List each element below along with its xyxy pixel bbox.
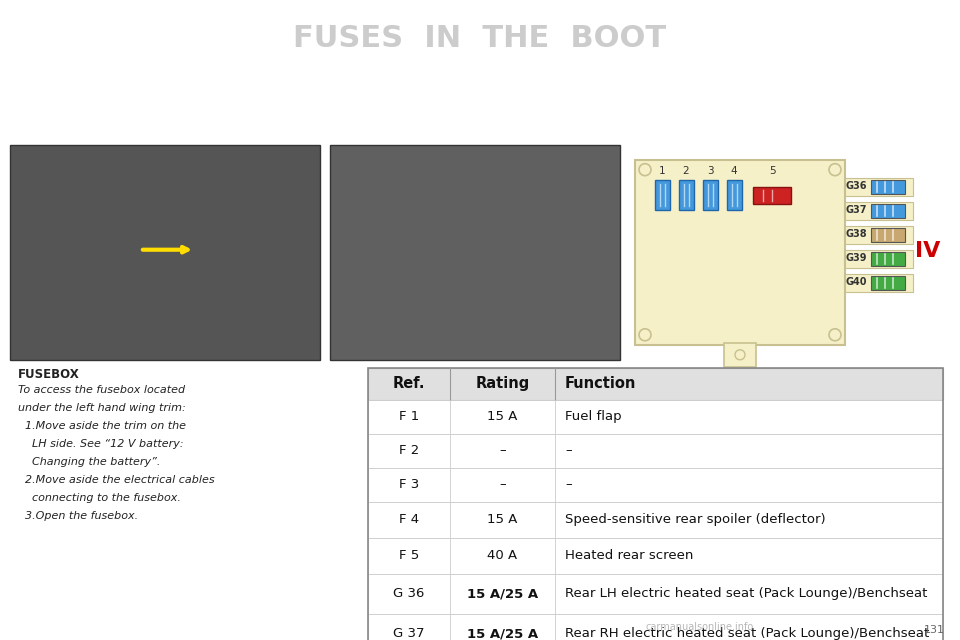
FancyBboxPatch shape: [368, 574, 943, 614]
Text: G39: G39: [846, 253, 867, 263]
Text: 1.Move aside the trim on the: 1.Move aside the trim on the: [18, 421, 186, 431]
FancyBboxPatch shape: [845, 202, 913, 220]
Text: connecting to the fusebox.: connecting to the fusebox.: [18, 493, 180, 503]
FancyBboxPatch shape: [724, 343, 756, 367]
Text: FUSES  IN  THE  BOOT: FUSES IN THE BOOT: [294, 24, 666, 53]
Text: 3: 3: [707, 166, 713, 175]
Text: –: –: [565, 444, 571, 458]
Text: 3.Open the fusebox.: 3.Open the fusebox.: [18, 511, 138, 521]
Text: –: –: [499, 444, 506, 458]
Text: LH side. See “12 V battery:: LH side. See “12 V battery:: [18, 439, 183, 449]
FancyBboxPatch shape: [368, 368, 943, 400]
FancyBboxPatch shape: [679, 180, 694, 210]
Text: 15 A/25 A: 15 A/25 A: [467, 627, 538, 640]
FancyBboxPatch shape: [368, 434, 943, 468]
Text: Changing the battery”.: Changing the battery”.: [18, 457, 160, 467]
FancyBboxPatch shape: [871, 204, 905, 218]
Text: 131: 131: [924, 625, 945, 635]
Text: Ref.: Ref.: [393, 376, 425, 391]
Text: F 5: F 5: [398, 549, 420, 563]
Text: F 1: F 1: [398, 410, 420, 423]
Text: IV: IV: [915, 241, 941, 261]
FancyBboxPatch shape: [330, 145, 620, 360]
FancyBboxPatch shape: [845, 274, 913, 292]
Text: G38: G38: [846, 228, 867, 239]
Text: 4: 4: [731, 166, 737, 175]
Text: Rear LH electric heated seat (Pack Lounge)/Benchseat: Rear LH electric heated seat (Pack Loung…: [565, 588, 927, 600]
Text: –: –: [499, 478, 506, 492]
Text: Function: Function: [565, 376, 636, 391]
Text: under the left hand wing trim:: under the left hand wing trim:: [18, 403, 185, 413]
FancyBboxPatch shape: [703, 180, 718, 210]
FancyBboxPatch shape: [871, 252, 905, 266]
FancyBboxPatch shape: [871, 180, 905, 194]
FancyBboxPatch shape: [845, 178, 913, 196]
FancyBboxPatch shape: [871, 228, 905, 242]
Text: carmanualsonline.info: carmanualsonline.info: [646, 622, 755, 632]
Text: Fuel flap: Fuel flap: [565, 410, 622, 423]
Text: FUSEBOX: FUSEBOX: [18, 368, 80, 381]
Text: 2.Move aside the electrical cables: 2.Move aside the electrical cables: [18, 475, 215, 485]
Text: 5: 5: [769, 166, 776, 175]
Text: G37: G37: [846, 205, 867, 214]
FancyBboxPatch shape: [368, 400, 943, 434]
FancyBboxPatch shape: [727, 180, 742, 210]
Text: Rear RH electric heated seat (Pack Lounge)/Benchseat: Rear RH electric heated seat (Pack Loung…: [565, 627, 929, 640]
Text: 40 A: 40 A: [488, 549, 517, 563]
FancyBboxPatch shape: [10, 145, 320, 360]
Text: G 37: G 37: [394, 627, 424, 640]
Text: To access the fusebox located: To access the fusebox located: [18, 385, 185, 395]
Text: 15 A/25 A: 15 A/25 A: [467, 588, 538, 600]
Text: F 2: F 2: [398, 444, 420, 458]
Text: F 3: F 3: [398, 478, 420, 492]
Text: G40: G40: [846, 276, 867, 287]
Text: 15 A: 15 A: [488, 513, 517, 527]
FancyBboxPatch shape: [871, 276, 905, 290]
Text: F 4: F 4: [399, 513, 420, 527]
Text: 1: 1: [659, 166, 665, 175]
FancyBboxPatch shape: [368, 502, 943, 538]
Text: Rating: Rating: [475, 376, 530, 391]
Text: 15 A: 15 A: [488, 410, 517, 423]
FancyBboxPatch shape: [368, 538, 943, 574]
Text: Speed-sensitive rear spoiler (deflector): Speed-sensitive rear spoiler (deflector): [565, 513, 826, 527]
FancyBboxPatch shape: [845, 226, 913, 244]
FancyBboxPatch shape: [368, 468, 943, 502]
Text: G 36: G 36: [394, 588, 424, 600]
FancyBboxPatch shape: [845, 250, 913, 268]
Text: 2: 2: [683, 166, 689, 175]
Text: Heated rear screen: Heated rear screen: [565, 549, 693, 563]
FancyBboxPatch shape: [635, 159, 845, 345]
FancyBboxPatch shape: [368, 614, 943, 640]
FancyBboxPatch shape: [655, 180, 670, 210]
Text: –: –: [565, 478, 571, 492]
Text: G36: G36: [846, 180, 867, 191]
FancyBboxPatch shape: [753, 187, 791, 204]
